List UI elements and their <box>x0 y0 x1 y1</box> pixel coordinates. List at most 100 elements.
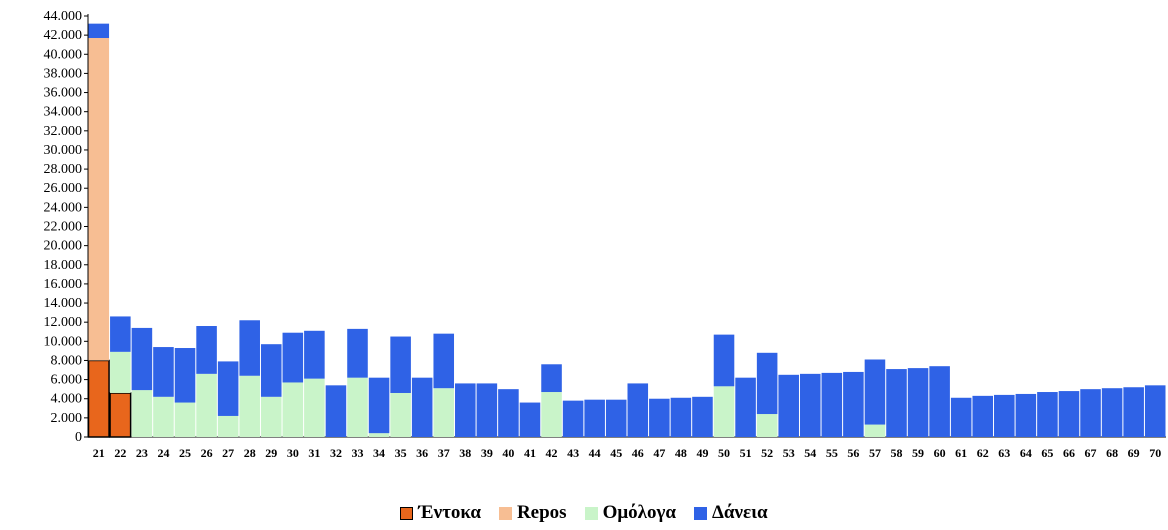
x-tick-label: 23 <box>136 446 148 460</box>
bar-segment <box>131 327 153 391</box>
bar-segment <box>260 396 282 437</box>
bar-segment <box>605 399 627 437</box>
x-tick-label: 45 <box>610 446 622 460</box>
bar-segment <box>670 397 692 437</box>
bar-segment <box>929 366 950 437</box>
bar-segment <box>907 368 929 437</box>
y-axis: 0 2.000 4.000 6.000 8.000 10.000 12.000 14.000 1… <box>44 9 89 445</box>
x-tick-label: 50 <box>718 446 730 460</box>
y-tick-label: 30.000 <box>44 143 83 158</box>
bar-segment <box>864 424 886 437</box>
bar-segment <box>541 392 562 437</box>
x-tick-label: 44 <box>589 446 601 460</box>
bar-segment <box>778 374 799 437</box>
bar-segment <box>368 377 390 434</box>
x-tick-label: 53 <box>783 446 795 460</box>
bar-segment <box>498 389 519 437</box>
y-tick-label: 32.000 <box>44 124 83 139</box>
x-tick-label: 62 <box>977 446 989 460</box>
bar-segment <box>713 386 735 437</box>
x-tick-label: 38 <box>459 446 471 460</box>
y-tick-label: 4.000 <box>51 392 83 407</box>
y-tick-label: 34.000 <box>44 105 83 120</box>
bar-segment <box>196 326 217 374</box>
bar-segment <box>411 377 433 437</box>
bar-segment <box>864 359 886 425</box>
bar-segment <box>174 402 196 437</box>
legend-item: Έντοκα <box>400 502 481 524</box>
bar-segment <box>1058 391 1080 437</box>
bar-segment <box>1037 392 1058 437</box>
x-tick-label: 51 <box>740 446 752 460</box>
bar-segment <box>304 330 325 379</box>
bar-segment <box>1080 389 1101 437</box>
bar-segment <box>347 377 368 437</box>
legend-swatch <box>498 506 512 520</box>
bar-segment <box>713 334 735 387</box>
bar-segment <box>88 23 110 39</box>
y-tick-label: 14.000 <box>44 296 83 311</box>
legend-label: Έντοκα <box>418 502 481 523</box>
x-tick-label: 58 <box>891 446 903 460</box>
bar-segment <box>562 400 584 437</box>
bar-segment <box>239 375 260 437</box>
bar-segment <box>1144 385 1166 437</box>
bar-segment <box>994 394 1015 437</box>
x-tick-label: 63 <box>998 446 1010 460</box>
x-tick-label: 28 <box>244 446 256 460</box>
y-tick-label: 2.000 <box>51 411 83 426</box>
bar-segment <box>110 351 131 393</box>
bar-segment <box>649 398 670 437</box>
bar-segment <box>476 383 498 437</box>
bar-segment <box>821 372 843 437</box>
y-tick-label: 16.000 <box>44 277 83 292</box>
x-tick-label: 52 <box>761 446 773 460</box>
x-tick-label: 46 <box>632 446 644 460</box>
x-tick-label: 21 <box>93 446 105 460</box>
legend-item: Repos <box>498 502 567 524</box>
x-tick-label: 42 <box>546 446 558 460</box>
bar-segment <box>735 377 756 437</box>
x-tick-label: 65 <box>1041 446 1053 460</box>
x-tick-label: 69 <box>1128 446 1140 460</box>
bar-segment <box>88 38 110 361</box>
x-tick-label: 30 <box>287 446 299 460</box>
y-tick-label: 6.000 <box>51 373 83 388</box>
x-tick-label: 43 <box>567 446 579 460</box>
y-tick-label: 8.000 <box>51 353 83 368</box>
x-tick-label: 27 <box>222 446 234 460</box>
stacked-bar-chart: 0 2.000 4.000 6.000 8.000 10.000 12.000 14.000 1… <box>44 9 1166 460</box>
y-tick-label: 18.000 <box>44 258 83 273</box>
y-tick-label: 40.000 <box>44 47 83 62</box>
y-tick-label: 22.000 <box>44 220 83 235</box>
bar-segment <box>196 373 217 437</box>
x-tick-label: 24 <box>157 446 169 460</box>
x-tick-label: 59 <box>912 446 924 460</box>
x-tick-label: 35 <box>395 446 407 460</box>
y-tick-label: 42.000 <box>44 28 83 43</box>
legend-label: Δάνεια <box>711 502 768 523</box>
bar-segment <box>282 332 304 383</box>
bar-segment <box>282 382 304 437</box>
x-tick-label: 34 <box>373 446 385 460</box>
legend-label: Repos <box>516 502 567 523</box>
bar-segment <box>347 328 368 378</box>
x-tick-label: 47 <box>653 446 665 460</box>
y-tick-label: 26.000 <box>44 181 83 196</box>
x-tick-label: 25 <box>179 446 191 460</box>
x-tick-label: 70 <box>1149 446 1161 460</box>
x-tick-label: 40 <box>502 446 514 460</box>
x-tick-label: 41 <box>524 446 536 460</box>
bar-segment <box>756 352 778 415</box>
bar-segment <box>886 369 907 437</box>
legend-item: Ομόλογα <box>584 502 676 524</box>
bar-segment <box>217 415 239 437</box>
x-tick-label: 60 <box>934 446 946 460</box>
x-tick-label: 36 <box>416 446 428 460</box>
bar-segment <box>304 378 325 437</box>
bar-segment <box>455 383 476 437</box>
legend-label: Ομόλογα <box>602 502 676 523</box>
bar-segment <box>1015 393 1037 437</box>
x-tick-label: 32 <box>330 446 342 460</box>
y-tick-label: 28.000 <box>44 162 83 177</box>
